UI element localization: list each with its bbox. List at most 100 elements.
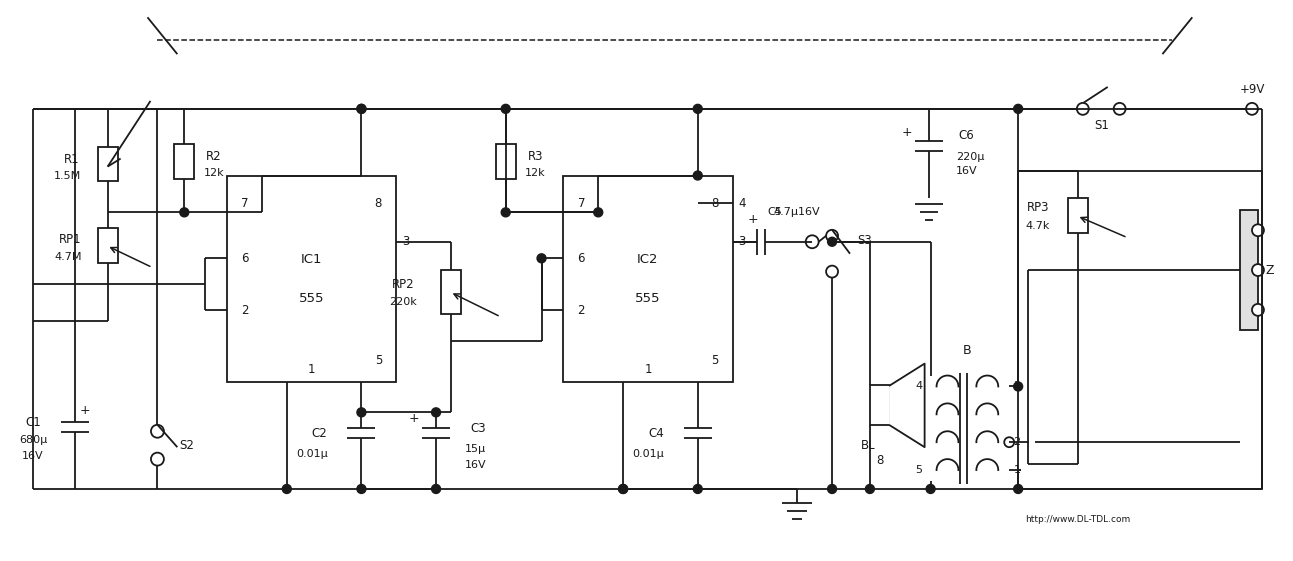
Text: 1.5M: 1.5M bbox=[54, 171, 81, 181]
Text: +: + bbox=[747, 213, 758, 226]
Text: 0.01μ: 0.01μ bbox=[296, 449, 327, 459]
Text: B: B bbox=[963, 344, 972, 357]
Text: 220k: 220k bbox=[389, 297, 418, 307]
Text: 16V: 16V bbox=[22, 451, 44, 461]
Circle shape bbox=[1077, 103, 1089, 115]
Text: 4: 4 bbox=[738, 197, 746, 210]
Circle shape bbox=[826, 230, 838, 242]
Circle shape bbox=[693, 171, 702, 180]
Bar bbox=[98, 228, 118, 263]
Text: http://www.DL-TDL.com: http://www.DL-TDL.com bbox=[1025, 516, 1130, 525]
Circle shape bbox=[1023, 436, 1036, 448]
Circle shape bbox=[1014, 382, 1023, 391]
Text: 4.7k: 4.7k bbox=[1025, 221, 1050, 231]
Text: 6: 6 bbox=[578, 252, 584, 265]
Circle shape bbox=[432, 485, 441, 494]
Circle shape bbox=[357, 485, 366, 494]
Circle shape bbox=[502, 208, 511, 217]
Text: S2: S2 bbox=[180, 439, 194, 452]
Text: 5: 5 bbox=[711, 354, 719, 367]
Text: R2: R2 bbox=[207, 150, 222, 163]
Circle shape bbox=[151, 425, 164, 438]
Circle shape bbox=[865, 485, 874, 494]
Bar bbox=[441, 270, 460, 314]
Text: 12k: 12k bbox=[525, 168, 546, 178]
Circle shape bbox=[357, 408, 366, 417]
Circle shape bbox=[180, 208, 189, 217]
Circle shape bbox=[693, 485, 702, 494]
Bar bbox=[228, 176, 396, 383]
Text: BL: BL bbox=[861, 439, 875, 452]
Circle shape bbox=[502, 104, 511, 113]
Text: S3: S3 bbox=[857, 234, 871, 247]
Circle shape bbox=[1252, 304, 1265, 316]
Circle shape bbox=[1252, 224, 1265, 236]
Text: 16V: 16V bbox=[956, 165, 978, 176]
Text: IC2: IC2 bbox=[637, 252, 658, 265]
Circle shape bbox=[618, 485, 627, 494]
Text: 4.7μ16V: 4.7μ16V bbox=[775, 207, 821, 217]
Circle shape bbox=[1113, 103, 1126, 115]
Text: 555: 555 bbox=[635, 292, 661, 305]
Text: R1: R1 bbox=[65, 153, 80, 165]
Circle shape bbox=[1005, 437, 1014, 447]
Text: S1: S1 bbox=[1094, 119, 1108, 132]
Circle shape bbox=[1014, 485, 1023, 494]
Circle shape bbox=[151, 453, 164, 466]
Text: RP2: RP2 bbox=[392, 278, 415, 291]
Text: R3: R3 bbox=[528, 150, 543, 163]
Text: RP1: RP1 bbox=[58, 233, 81, 246]
Text: 5: 5 bbox=[375, 354, 381, 367]
Circle shape bbox=[593, 208, 603, 217]
Bar bbox=[495, 144, 516, 178]
Text: C5: C5 bbox=[768, 207, 782, 217]
Text: +9V: +9V bbox=[1239, 84, 1265, 96]
Text: +: + bbox=[409, 412, 419, 425]
Bar bbox=[1240, 210, 1258, 330]
Circle shape bbox=[1246, 103, 1258, 115]
Circle shape bbox=[693, 104, 702, 113]
Text: 4: 4 bbox=[915, 381, 922, 392]
Bar bbox=[175, 144, 194, 178]
Text: C6: C6 bbox=[958, 129, 975, 142]
Text: 1: 1 bbox=[308, 363, 315, 376]
Text: 680μ: 680μ bbox=[19, 435, 47, 445]
Circle shape bbox=[828, 237, 837, 246]
Text: 2: 2 bbox=[1014, 437, 1020, 447]
Circle shape bbox=[828, 485, 837, 494]
Bar bbox=[1068, 199, 1087, 233]
Text: Z: Z bbox=[1266, 264, 1274, 277]
Circle shape bbox=[806, 235, 818, 248]
Circle shape bbox=[357, 104, 366, 113]
Text: C3: C3 bbox=[471, 422, 486, 435]
Text: 8: 8 bbox=[877, 454, 883, 467]
Text: 2: 2 bbox=[578, 304, 584, 316]
Text: 4.7M: 4.7M bbox=[54, 252, 81, 261]
Circle shape bbox=[926, 485, 935, 494]
Circle shape bbox=[282, 485, 291, 494]
Bar bbox=[870, 385, 890, 425]
Text: +: + bbox=[79, 404, 91, 417]
Text: 3: 3 bbox=[402, 235, 410, 249]
Text: 12k: 12k bbox=[204, 168, 225, 178]
Circle shape bbox=[357, 104, 366, 113]
Text: 6: 6 bbox=[242, 252, 248, 265]
Text: C4: C4 bbox=[648, 427, 663, 440]
Text: +: + bbox=[901, 126, 912, 139]
Text: 7: 7 bbox=[578, 197, 584, 210]
Text: 555: 555 bbox=[299, 292, 325, 305]
Text: 1: 1 bbox=[644, 363, 652, 376]
Circle shape bbox=[537, 254, 546, 263]
Text: 3: 3 bbox=[738, 235, 746, 249]
Text: 8: 8 bbox=[375, 197, 381, 210]
Text: C2: C2 bbox=[312, 427, 327, 440]
Text: 3: 3 bbox=[1014, 381, 1020, 392]
Bar bbox=[1018, 171, 1262, 489]
Circle shape bbox=[618, 485, 627, 494]
Circle shape bbox=[826, 266, 838, 278]
Polygon shape bbox=[890, 364, 924, 447]
Circle shape bbox=[1252, 264, 1265, 276]
Text: IC1: IC1 bbox=[301, 252, 322, 265]
Text: 0.01μ: 0.01μ bbox=[632, 449, 663, 459]
Text: 7: 7 bbox=[242, 197, 248, 210]
